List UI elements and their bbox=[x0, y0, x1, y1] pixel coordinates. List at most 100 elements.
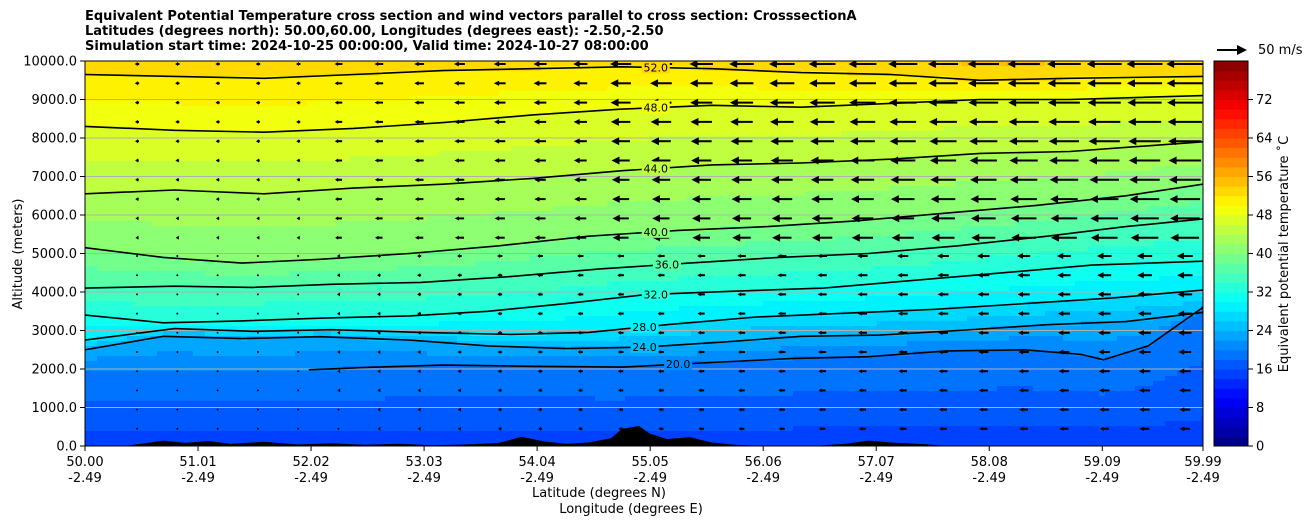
colorbar-band bbox=[1214, 388, 1248, 399]
wind-vector bbox=[296, 81, 301, 86]
wind-vector bbox=[414, 197, 424, 202]
colorbar-band bbox=[1214, 263, 1248, 274]
wind-vector bbox=[216, 370, 219, 373]
wind-vector bbox=[175, 235, 179, 240]
wind-vector bbox=[1099, 407, 1110, 412]
wind-vector bbox=[777, 273, 787, 278]
wind-vector bbox=[297, 427, 300, 430]
wind-vector bbox=[134, 81, 140, 86]
wind-vector bbox=[617, 292, 624, 297]
contour-line-20.0 bbox=[308, 306, 1203, 371]
wind-vector bbox=[657, 350, 664, 354]
wind-vector bbox=[255, 62, 261, 66]
wind-vector bbox=[533, 119, 547, 125]
contour-label-bg bbox=[652, 257, 681, 271]
wind-vector bbox=[690, 98, 713, 107]
wind-vector bbox=[176, 351, 179, 353]
wind-vector bbox=[176, 370, 179, 373]
wind-vector bbox=[297, 312, 300, 315]
contour-line-52.0 bbox=[85, 65, 1203, 82]
wind-vector bbox=[729, 61, 754, 68]
wind-vector bbox=[1089, 175, 1119, 184]
colorbar-band bbox=[1214, 147, 1248, 158]
wind-vector bbox=[494, 138, 506, 144]
y-tick-label: 10000.0 bbox=[23, 55, 77, 70]
wind-vector bbox=[977, 253, 990, 259]
wind-vector bbox=[1009, 175, 1038, 184]
wind-vector bbox=[136, 408, 138, 411]
colorbar-band bbox=[1214, 292, 1248, 303]
reference-vector-arrow bbox=[1217, 45, 1247, 55]
wind-vector bbox=[890, 156, 916, 165]
x-axis-label-2: Longitude (degrees E) bbox=[559, 502, 703, 517]
contour-label-48.0: 48.0 bbox=[644, 102, 669, 115]
wind-vector bbox=[777, 292, 787, 297]
wind-vector bbox=[337, 408, 340, 411]
wind-vector bbox=[417, 330, 421, 335]
wind-vector bbox=[697, 254, 706, 258]
wind-vector bbox=[1097, 291, 1111, 298]
wind-vector bbox=[817, 311, 827, 316]
x-tick-label-lat: 53.03 bbox=[405, 455, 442, 470]
wind-vector bbox=[296, 100, 301, 105]
temperature-fill bbox=[85, 61, 1203, 446]
wind-vector bbox=[374, 81, 384, 86]
wind-vector bbox=[889, 117, 917, 126]
wind-vector bbox=[497, 426, 502, 431]
wind-vector bbox=[534, 157, 546, 164]
wind-vector bbox=[899, 426, 907, 431]
wind-vector bbox=[256, 216, 260, 221]
wind-vector bbox=[334, 62, 343, 66]
wind-vector bbox=[888, 79, 917, 88]
wind-vector bbox=[134, 62, 140, 66]
wind-vector bbox=[255, 139, 260, 144]
wind-vector bbox=[255, 81, 261, 86]
wind-vector bbox=[215, 119, 220, 124]
y-tick-label: 9000.0 bbox=[32, 93, 78, 108]
wind-vector bbox=[1049, 175, 1079, 184]
wind-vector bbox=[577, 369, 583, 374]
wind-vector bbox=[1170, 214, 1200, 223]
wind-vector bbox=[454, 216, 465, 221]
wind-vector bbox=[533, 61, 547, 67]
wind-vector bbox=[817, 273, 827, 278]
x-tick-label-lat: 52.02 bbox=[292, 455, 329, 470]
wind-vector bbox=[650, 79, 672, 88]
wind-vector bbox=[777, 311, 786, 316]
wind-vector bbox=[417, 254, 422, 258]
wind-vector bbox=[732, 233, 751, 242]
wind-vector bbox=[497, 311, 503, 316]
wind-vector bbox=[573, 118, 587, 125]
wind-vector bbox=[1088, 137, 1120, 146]
wind-vector bbox=[134, 119, 140, 124]
wind-vector bbox=[769, 117, 794, 126]
colorbar-band bbox=[1214, 234, 1248, 245]
wind-vector bbox=[334, 81, 343, 86]
wind-vector bbox=[1126, 79, 1163, 88]
wind-vector bbox=[928, 98, 958, 107]
wind-vector bbox=[454, 158, 465, 163]
wind-vector bbox=[497, 330, 502, 335]
chart-title-line-2: Latitudes (degrees north): 50.00,60.00, … bbox=[85, 24, 664, 39]
wind-vector bbox=[414, 61, 425, 67]
x-tick-label-lat: 50.00 bbox=[66, 455, 103, 470]
wind-vector bbox=[1089, 156, 1120, 165]
wind-vector bbox=[577, 388, 583, 393]
wind-vector bbox=[1090, 233, 1118, 242]
wind-vector bbox=[493, 100, 506, 106]
wind-vector bbox=[1056, 252, 1071, 260]
wind-vector bbox=[175, 62, 180, 66]
wind-vector bbox=[1018, 330, 1030, 336]
wind-vector bbox=[818, 388, 826, 393]
wind-vector bbox=[1137, 271, 1152, 279]
wind-vector bbox=[216, 255, 219, 257]
wind-vector bbox=[454, 119, 465, 125]
contour-label-bg bbox=[641, 60, 670, 74]
wind-vector bbox=[849, 98, 876, 107]
wind-vector bbox=[1050, 195, 1078, 204]
wind-vector bbox=[1138, 368, 1151, 374]
wind-vector bbox=[135, 139, 139, 144]
wind-vector bbox=[497, 292, 503, 297]
wind-vector bbox=[1166, 79, 1203, 88]
wind-vector bbox=[1089, 195, 1119, 204]
